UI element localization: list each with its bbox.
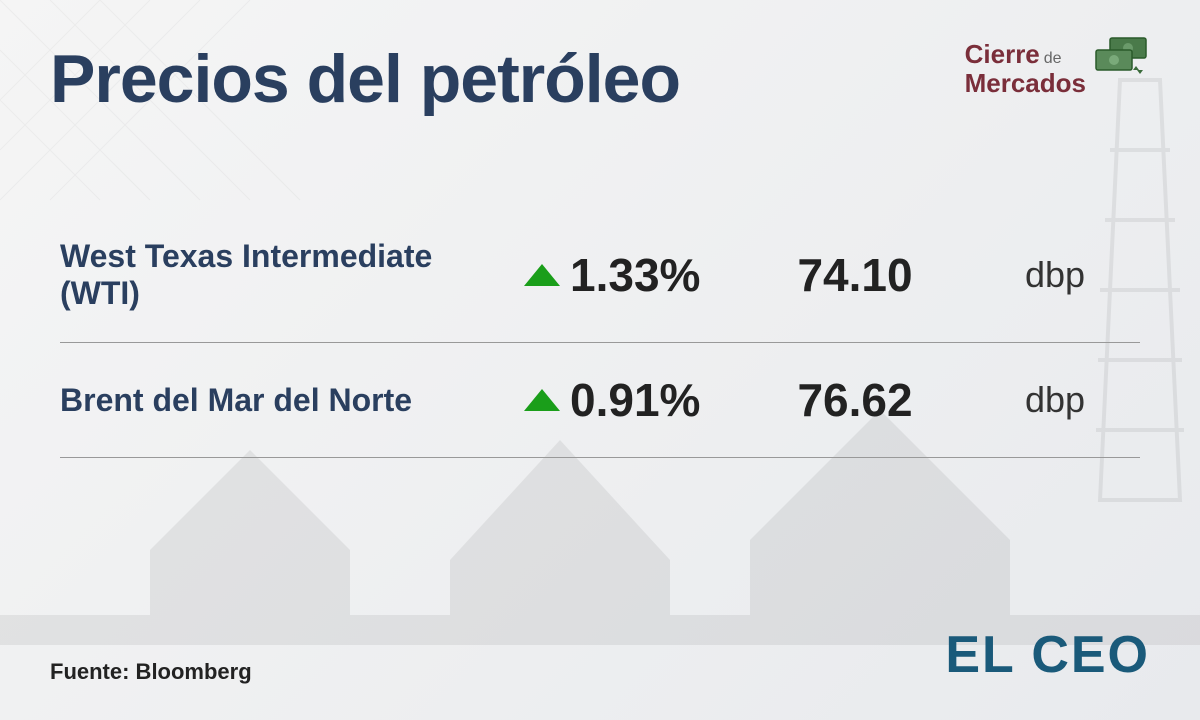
data-source: Fuente: Bloomberg bbox=[50, 659, 252, 685]
infographic-container: Precios del petróleo Cierre de Mercados … bbox=[0, 0, 1200, 720]
arrow-up-icon bbox=[524, 264, 560, 286]
badge-cierre: Cierre bbox=[965, 40, 1040, 69]
percent-change: 1.33% bbox=[570, 248, 740, 302]
table-row: West Texas Intermediate (WTI) 1.33% 74.1… bbox=[60, 208, 1140, 343]
money-icon bbox=[1092, 36, 1150, 78]
arrow-up-icon bbox=[524, 389, 560, 411]
price-unit: dbp bbox=[970, 379, 1140, 421]
badge-de: de bbox=[1044, 50, 1062, 68]
table-row: Brent del Mar del Norte 0.91% 76.62 dbp bbox=[60, 343, 1140, 458]
market-close-badge: Cierre de Mercados bbox=[965, 40, 1150, 97]
brand-logo: EL CEO bbox=[945, 625, 1150, 685]
percent-change: 0.91% bbox=[570, 373, 740, 427]
footer: Fuente: Bloomberg EL CEO bbox=[50, 625, 1150, 685]
page-title: Precios del petróleo bbox=[50, 40, 680, 118]
oil-price-table: West Texas Intermediate (WTI) 1.33% 74.1… bbox=[50, 208, 1150, 458]
price-value: 76.62 bbox=[740, 373, 970, 427]
commodity-name: Brent del Mar del Norte bbox=[60, 382, 490, 419]
commodity-name: West Texas Intermediate (WTI) bbox=[60, 238, 490, 312]
badge-mercados: Mercados bbox=[965, 69, 1086, 98]
header: Precios del petróleo Cierre de Mercados bbox=[50, 40, 1150, 118]
price-unit: dbp bbox=[970, 254, 1140, 296]
direction-indicator bbox=[490, 389, 570, 411]
direction-indicator bbox=[490, 264, 570, 286]
price-value: 74.10 bbox=[740, 248, 970, 302]
